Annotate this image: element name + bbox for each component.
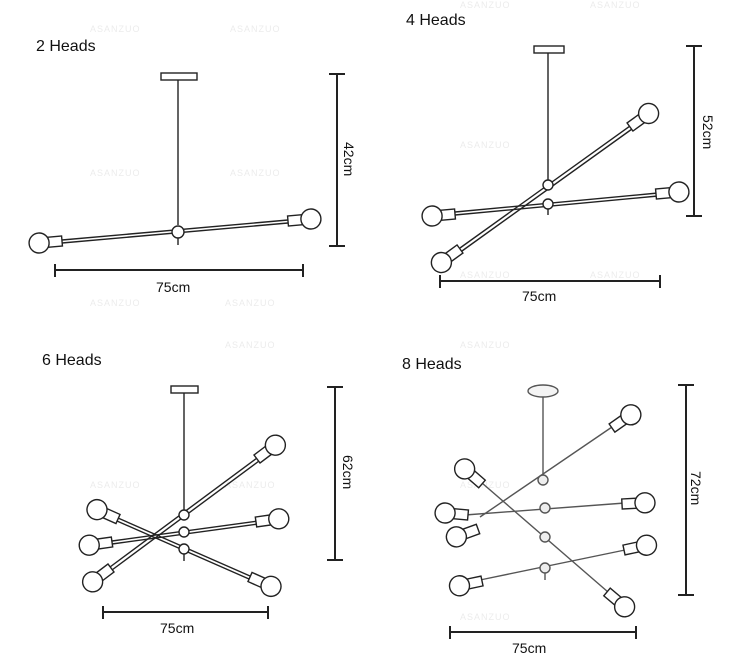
watermark: ASANZUO (460, 270, 511, 280)
bulb (245, 567, 285, 601)
panel-title-8-heads: 8 Heads (402, 356, 462, 373)
bulb (27, 230, 64, 255)
watermark: ASANZUO (460, 0, 511, 10)
width-label-2-heads: 75cm (156, 279, 191, 295)
hub (542, 179, 554, 191)
canopy (160, 72, 198, 81)
watermark: ASANZUO (225, 298, 276, 308)
watermark: ASANZUO (230, 168, 281, 178)
watermark: ASANZUO (90, 168, 141, 178)
canopy (533, 45, 565, 54)
height-dimension-6 (327, 386, 343, 561)
watermark: ASANZUO (225, 340, 276, 350)
panel-title-6-heads: 6 Heads (42, 352, 102, 369)
watermark: ASANZUO (590, 270, 641, 280)
canopy (527, 384, 559, 398)
lamp-6-heads (77, 385, 291, 601)
bulb (442, 518, 483, 551)
width-label-8-heads: 75cm (512, 640, 547, 656)
watermark: ASANZUO (590, 0, 641, 10)
hub (539, 502, 551, 514)
hub (542, 198, 554, 210)
bulb (433, 501, 470, 526)
lamp-4-heads (420, 45, 691, 278)
height-dimension-8 (678, 384, 694, 596)
lamp-2-heads (27, 72, 323, 255)
bulb (446, 570, 485, 599)
panel-title-2-heads: 2 Heads (36, 38, 96, 55)
hub (539, 531, 551, 543)
bulb (654, 180, 691, 205)
bulb (286, 207, 323, 232)
arm (454, 192, 659, 213)
width-dimension-4 (439, 275, 661, 288)
bulb (621, 532, 660, 561)
bulb (426, 240, 467, 278)
watermark: ASANZUO (90, 24, 141, 34)
hub (171, 225, 185, 239)
hub (539, 562, 551, 574)
arm (479, 549, 626, 581)
width-dimension-8 (449, 626, 637, 639)
watermark: ASANZUO (460, 340, 511, 350)
hub (178, 543, 190, 555)
bulb (420, 203, 457, 228)
hub (537, 474, 549, 486)
watermark: ASANZUO (460, 612, 511, 622)
bulb (620, 491, 657, 515)
canopy (170, 385, 199, 394)
watermark: ASANZUO (230, 24, 281, 34)
bulb (449, 454, 490, 493)
hub (178, 509, 190, 521)
watermark: ASANZUO (90, 298, 141, 308)
lamp-8-heads (433, 384, 660, 622)
width-label-6-heads: 75cm (160, 620, 195, 636)
width-dimension-6 (102, 606, 269, 619)
watermark: ASANZUO (90, 480, 141, 490)
width-dimension-2 (54, 264, 304, 277)
bulb (83, 495, 123, 529)
watermark: ASANZUO (460, 140, 511, 150)
hub (178, 526, 190, 538)
height-dimension-2 (329, 73, 345, 247)
bulb (250, 430, 291, 468)
width-label-4-heads: 75cm (522, 288, 557, 304)
bulb (253, 506, 291, 533)
height-dimension-4 (686, 45, 702, 217)
bulb (77, 531, 115, 558)
panel-title-4-heads: 4 Heads (406, 12, 466, 29)
arm (479, 426, 613, 518)
bulb (605, 400, 646, 437)
watermark: ASANZUO (225, 480, 276, 490)
